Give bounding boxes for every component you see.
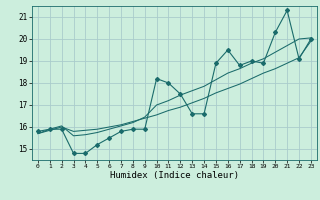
X-axis label: Humidex (Indice chaleur): Humidex (Indice chaleur) xyxy=(110,171,239,180)
